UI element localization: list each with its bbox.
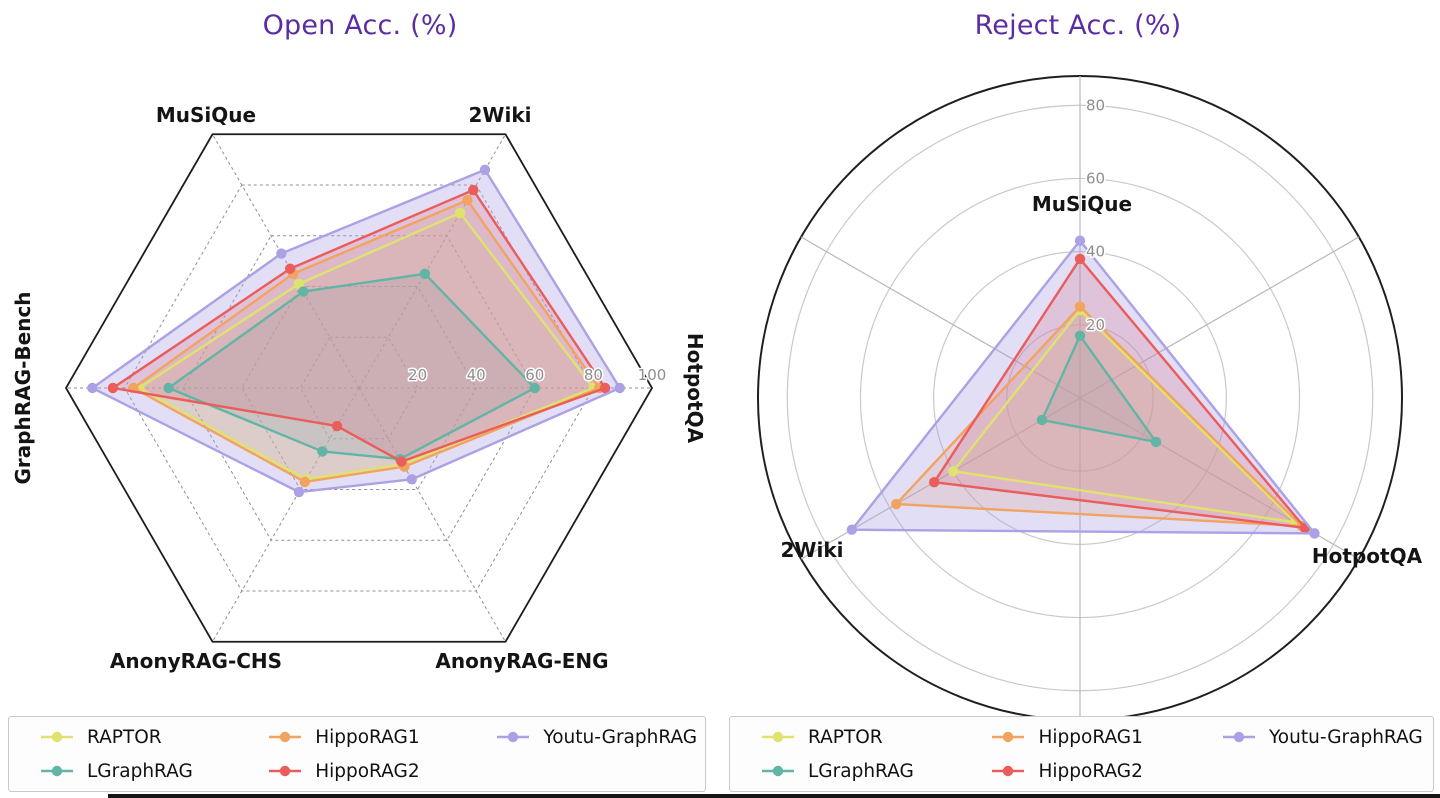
radar-reject-acc-: 20 40 60 80 MuSiQue HotpotQA 2Wiki xyxy=(757,75,1423,721)
legend-line-marker-icon xyxy=(269,731,302,743)
series-line-HippoRAG2 xyxy=(933,257,1307,530)
radial-tick-label: 100 xyxy=(638,366,667,384)
data-point-marker xyxy=(479,164,491,175)
radar-open-acc-: 20 40 60 80 100 MuSiQue 2Wiki HotpotQA AnonyRAG-… xyxy=(11,103,707,673)
legend-line-marker-icon xyxy=(497,731,530,743)
series-line-RAPTOR xyxy=(952,308,1297,524)
legend-line-marker-icon xyxy=(762,765,794,777)
legend-item-hipporag1: HippoRAG1 xyxy=(237,727,465,748)
legend-item-label: HippoRAG1 xyxy=(1038,726,1143,748)
axis-label-musique: MuSiQue xyxy=(1032,192,1132,216)
legend-line-marker-icon xyxy=(992,731,1025,743)
data-point-marker xyxy=(293,486,305,498)
legend-line-marker-icon xyxy=(41,731,73,743)
axis-label-anonyrag-eng: AnonyRAG-ENG xyxy=(435,649,608,673)
left-chart-legend: RAPTOR LGraphRAG HippoRAG1 HippoRAG2 Youtu-G… xyxy=(8,716,706,792)
radial-tick-label: 20 xyxy=(408,366,427,384)
series-line-LGraphRAG xyxy=(1040,334,1158,444)
legend-item-label: RAPTOR xyxy=(808,726,883,748)
legend-item-label: RAPTOR xyxy=(87,726,162,748)
radial-tick-label: 40 xyxy=(1086,243,1105,261)
legend-item-lgraphrag: LGraphRAG xyxy=(730,761,960,782)
data-point-marker xyxy=(396,456,407,467)
legend-item-youtu-graphrag: Youtu-GraphRAG xyxy=(1191,727,1433,748)
data-point-marker xyxy=(468,184,479,196)
legend-item-label: Youtu-GraphRAG xyxy=(1268,726,1423,748)
data-point-marker xyxy=(929,476,940,488)
right-chart-title: Reject Acc. (%) xyxy=(974,10,1182,41)
legend-line-marker-icon xyxy=(41,765,73,777)
data-point-marker xyxy=(454,207,466,219)
data-point-marker xyxy=(276,248,287,259)
data-point-marker xyxy=(891,498,902,510)
legend-line-marker-icon xyxy=(992,765,1025,777)
data-point-marker xyxy=(317,446,328,457)
axis-label-hotpotqa: HotpotQA xyxy=(683,333,707,444)
data-point-marker xyxy=(1036,414,1048,426)
radial-tick-label: 40 xyxy=(467,366,486,384)
left-chart-title: Open Acc. (%) xyxy=(262,10,458,41)
axis-label-anonyrag-chs: AnonyRAG-CHS xyxy=(110,649,282,673)
legend-item-lgraphrag: LGraphRAG xyxy=(9,761,237,782)
series-fill-LGraphRAG xyxy=(1041,335,1157,442)
series-fill-HippoRAG1 xyxy=(896,306,1302,527)
legend-item-hipporag2: HippoRAG2 xyxy=(960,761,1190,782)
legend-line-marker-icon xyxy=(269,765,302,777)
data-point-marker xyxy=(1074,235,1086,246)
legend-item-raptor: RAPTOR xyxy=(9,727,237,748)
radial-tick-label: 80 xyxy=(1086,96,1105,114)
legend-line-marker-icon xyxy=(762,731,794,743)
data-point-marker xyxy=(299,476,310,488)
series-fill-HippoRAG2 xyxy=(934,258,1305,528)
legend-item-label: LGraphRAG xyxy=(808,760,914,782)
series-fill-HippoRAG2 xyxy=(112,190,606,462)
legend-item-label: HippoRAG1 xyxy=(315,726,420,748)
legend-item-hipporag2: HippoRAG2 xyxy=(237,761,465,782)
radial-tick-label: 60 xyxy=(1086,169,1105,187)
legend-item-label: HippoRAG2 xyxy=(1038,760,1143,782)
data-point-marker xyxy=(87,382,98,394)
data-point-marker xyxy=(599,382,611,394)
legend-item-hipporag1: HippoRAG1 xyxy=(960,727,1190,748)
series-line-HippoRAG1 xyxy=(895,305,1304,528)
data-point-marker xyxy=(1074,253,1086,265)
legend-item-label: Youtu-GraphRAG xyxy=(543,726,698,748)
data-point-marker xyxy=(1309,528,1320,539)
series-line-Youtu-GraphRAG xyxy=(850,239,1316,535)
series-fill-Youtu-GraphRAG xyxy=(851,240,1315,534)
data-point-marker xyxy=(1074,301,1086,312)
data-point-marker xyxy=(331,420,343,432)
axis-label-graphrag-bench: GraphRAG-Bench xyxy=(11,291,35,484)
data-point-marker xyxy=(293,278,305,290)
data-point-marker xyxy=(298,286,309,297)
axis-label-2wiki: 2Wiki xyxy=(469,103,532,127)
data-point-marker xyxy=(462,195,473,206)
data-point-marker xyxy=(529,382,540,394)
data-point-marker xyxy=(163,382,174,394)
legend-item-raptor: RAPTOR xyxy=(730,727,960,748)
legend-line-marker-icon xyxy=(1222,731,1255,743)
data-point-marker xyxy=(107,382,119,394)
radial-tick-label: 80 xyxy=(584,366,603,384)
data-point-marker xyxy=(284,263,296,274)
axis-label-2wiki: 2Wiki xyxy=(781,538,844,562)
data-point-marker xyxy=(419,268,431,280)
legend-item-label: LGraphRAG xyxy=(87,760,193,782)
data-point-marker xyxy=(614,382,625,394)
right-chart-legend: RAPTOR LGraphRAG HippoRAG1 HippoRAG2 Youtu-G… xyxy=(729,716,1434,792)
bottom-crop-line xyxy=(108,794,1440,798)
data-point-marker xyxy=(406,474,417,485)
legend-item-label: HippoRAG2 xyxy=(315,760,420,782)
legend-item-youtu-graphrag: Youtu-GraphRAG xyxy=(465,727,705,748)
data-point-marker xyxy=(1074,330,1086,341)
radial-tick-label: 20 xyxy=(1086,316,1105,334)
data-point-marker xyxy=(948,465,959,477)
axis-label-hotpotqa: HotpotQA xyxy=(1312,544,1423,568)
axis-label-musique: MuSiQue xyxy=(156,103,256,127)
radial-tick-label: 60 xyxy=(525,366,544,384)
data-point-marker xyxy=(846,524,858,535)
data-point-marker xyxy=(1150,436,1162,448)
